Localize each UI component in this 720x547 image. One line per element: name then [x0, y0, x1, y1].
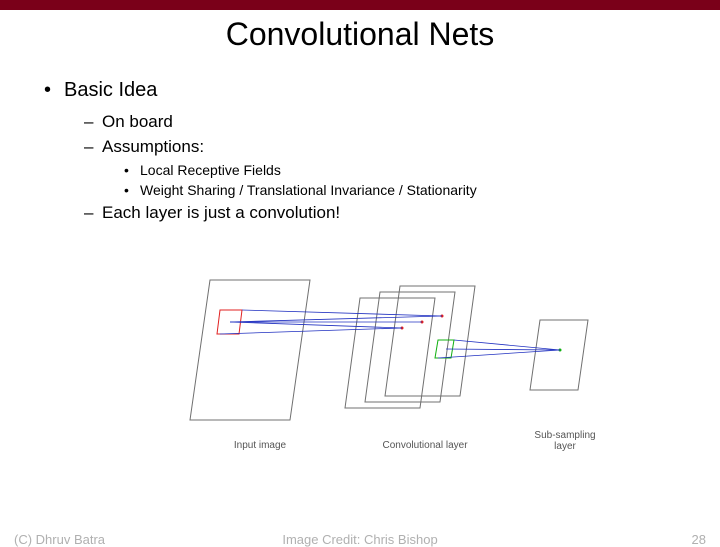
diagram-label-input: Input image	[220, 440, 300, 451]
convnet-diagram: Input image Convolutional layer Sub-samp…	[180, 270, 600, 490]
diagram-svg	[180, 270, 600, 490]
bullet-l3-lrf: Local Receptive Fields	[140, 162, 690, 178]
slide-content: Basic Idea On board Assumptions: Local R…	[0, 53, 720, 223]
bullet-l1: Basic Idea	[64, 79, 690, 102]
diagram-label-sub: Sub-sampling layer	[530, 430, 600, 452]
bullet-l2-onboard: On board	[102, 112, 690, 132]
slide-title: Convolutional Nets	[0, 16, 720, 53]
bullet-l2-assumptions: Assumptions:	[102, 137, 690, 157]
bullet-l3-weightshare: Weight Sharing / Translational Invarianc…	[140, 182, 690, 198]
bullet-l2-convolution: Each layer is just a convolution!	[102, 203, 690, 223]
diagram-label-conv: Convolutional layer	[370, 440, 480, 451]
top-accent-bar	[0, 0, 720, 10]
